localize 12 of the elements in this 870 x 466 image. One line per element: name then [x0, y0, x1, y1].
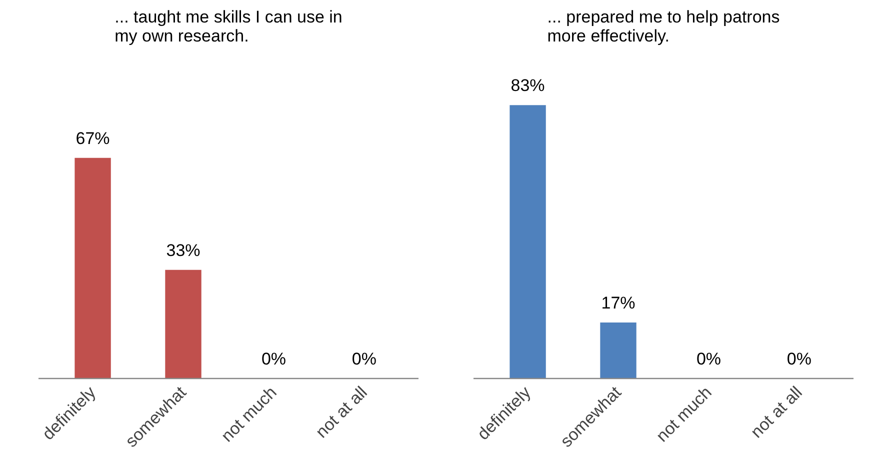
data-label: 0% [696, 350, 722, 368]
chart-title: ... prepared me to help patrons more effectively. [547, 8, 780, 46]
data-label: 0% [261, 350, 286, 368]
chart-title: ... taught me skills I can use in my own research. [114, 8, 342, 46]
x-tick-label: not at all [747, 382, 806, 442]
data-label: 67% [76, 128, 110, 148]
data-label: 83% [510, 76, 545, 96]
x-tick-label: not at all [312, 382, 371, 442]
data-label: 0% [352, 350, 377, 368]
data-label: 0% [786, 350, 812, 368]
data-label: 17% [601, 294, 636, 313]
data-label: 33% [166, 240, 200, 260]
